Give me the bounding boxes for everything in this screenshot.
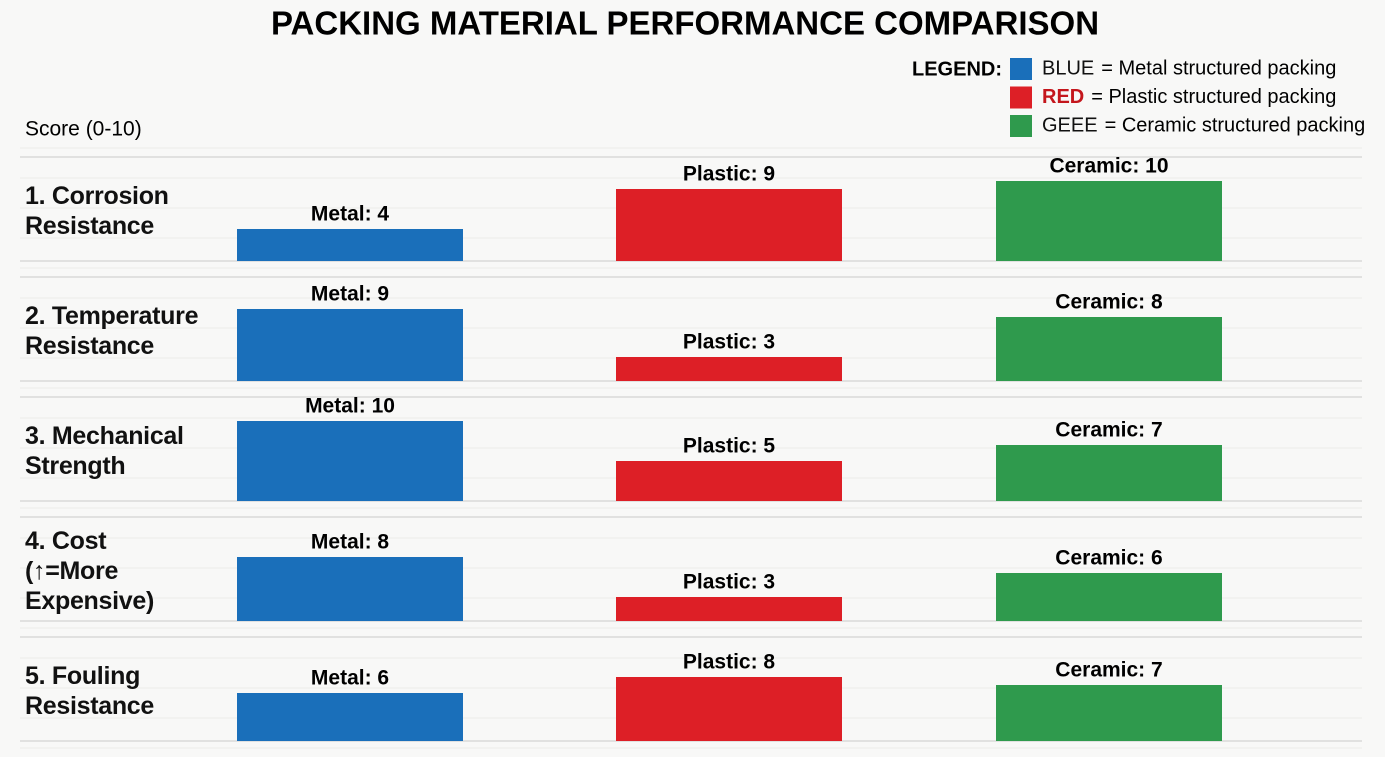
category-label: 4. Cost (↑=More Expensive) bbox=[25, 527, 155, 615]
data-label: Plastic: 8 bbox=[683, 651, 776, 674]
bar bbox=[616, 189, 842, 261]
data-label: Metal: 10 bbox=[305, 395, 395, 418]
category-label: 5. Fouling Resistance bbox=[25, 662, 155, 720]
data-label: Plastic: 5 bbox=[683, 435, 776, 458]
data-label: Ceramic: 10 bbox=[1049, 155, 1168, 178]
category-label: 1. Corrosion Resistance bbox=[25, 182, 169, 240]
bar bbox=[996, 445, 1222, 501]
data-label: Ceramic: 7 bbox=[1055, 659, 1162, 682]
bar bbox=[237, 421, 463, 501]
data-label: Ceramic: 7 bbox=[1055, 419, 1162, 442]
legend-label: LEGEND: bbox=[912, 58, 1002, 80]
bar bbox=[996, 573, 1222, 621]
chart-title: PACKING MATERIAL PERFORMANCE COMPARISON bbox=[271, 5, 1099, 42]
legend-text: = Ceramic structured packing bbox=[1105, 114, 1366, 136]
legend-key: BLUE bbox=[1042, 57, 1094, 79]
data-label: Metal: 9 bbox=[311, 283, 389, 306]
legend-text: = Metal structured packing bbox=[1101, 57, 1336, 79]
data-label: Metal: 4 bbox=[311, 203, 390, 226]
data-label: Ceramic: 6 bbox=[1055, 547, 1162, 570]
y-axis-label: Score (0-10) bbox=[25, 118, 142, 141]
data-label: Metal: 6 bbox=[311, 667, 389, 690]
bar bbox=[616, 357, 842, 381]
data-label: Plastic: 3 bbox=[683, 571, 775, 594]
bar bbox=[237, 557, 463, 621]
bar bbox=[996, 181, 1222, 261]
data-label: Ceramic: 8 bbox=[1055, 291, 1163, 314]
legend-swatch bbox=[1010, 58, 1032, 80]
bar bbox=[237, 229, 463, 261]
legend-key: RED bbox=[1042, 86, 1084, 108]
legend-swatch bbox=[1010, 115, 1032, 137]
bar bbox=[996, 685, 1222, 741]
bar bbox=[237, 693, 463, 741]
category-label: 2. Temperature Resistance bbox=[25, 302, 199, 360]
data-label: Metal: 8 bbox=[311, 531, 390, 554]
data-label: Plastic: 3 bbox=[683, 331, 775, 354]
legend-key: GEEE bbox=[1042, 114, 1098, 136]
bar bbox=[616, 461, 842, 501]
bar bbox=[616, 677, 842, 741]
category-label: 3. Mechanical Strength bbox=[25, 422, 184, 480]
legend-swatch bbox=[1010, 86, 1032, 109]
bar bbox=[237, 309, 463, 381]
legend-text: = Plastic structured packing bbox=[1091, 86, 1336, 108]
data-label: Plastic: 9 bbox=[683, 163, 775, 186]
bar bbox=[616, 597, 842, 621]
bar bbox=[996, 317, 1222, 381]
